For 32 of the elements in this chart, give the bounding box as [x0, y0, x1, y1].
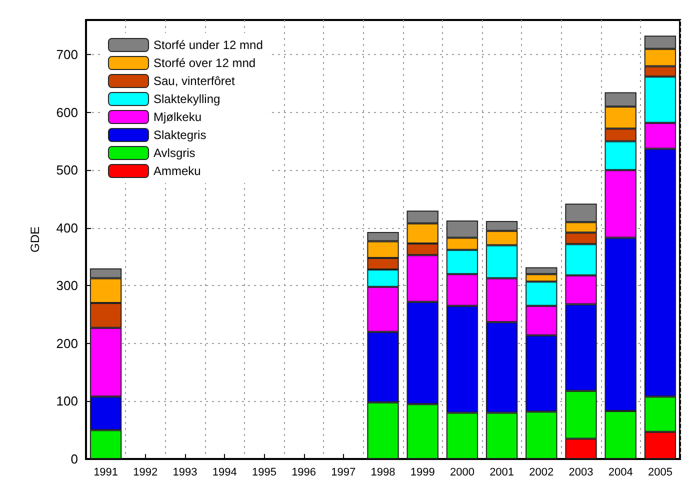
- y-axis-title: GDE: [28, 226, 42, 253]
- y-tick-label: 200: [56, 336, 78, 351]
- x-tick-label: 1996: [292, 466, 316, 478]
- x-tick-label: 2004: [608, 466, 633, 478]
- legend-label: Storfé over 12 mnd: [154, 56, 256, 70]
- x-tick-label: 1992: [133, 466, 158, 478]
- y-tick-label: 300: [56, 278, 78, 294]
- legend-label: Slaktekylling: [154, 92, 220, 106]
- x-tick-label: 1993: [172, 466, 198, 478]
- legend-label: Storfé under 12 mnd: [154, 38, 263, 52]
- y-tick-label: 400: [56, 220, 78, 236]
- x-tick-label: 2001: [490, 466, 514, 478]
- legend-label: Sau, vinterfôret: [154, 74, 236, 88]
- legend-label: Mjølkeku: [154, 110, 202, 124]
- legend-label: Ammeku: [154, 164, 201, 178]
- x-tick-label: 2000: [450, 466, 474, 478]
- x-tick-label: 2005: [648, 466, 672, 478]
- x-tick-label: 1999: [410, 466, 435, 478]
- y-tick-label: 700: [56, 47, 78, 62]
- x-tick-label: 1994: [212, 466, 237, 478]
- y-tick-label: 0: [70, 452, 78, 466]
- x-tick-label: 1991: [94, 466, 118, 478]
- x-tick-label: 1997: [331, 466, 356, 478]
- x-tick-label: 2003: [568, 466, 594, 478]
- y-tick-label: 100: [56, 394, 78, 409]
- legend-label: Avlsgris: [154, 146, 196, 160]
- x-tick-label: 1995: [252, 466, 276, 478]
- y-tick-label: 600: [56, 104, 78, 120]
- y-tick-label: 500: [56, 162, 78, 178]
- x-tick-label: 2002: [529, 466, 554, 478]
- x-tick-label: 1998: [370, 466, 396, 478]
- legend-label: Slaktegris: [154, 128, 206, 142]
